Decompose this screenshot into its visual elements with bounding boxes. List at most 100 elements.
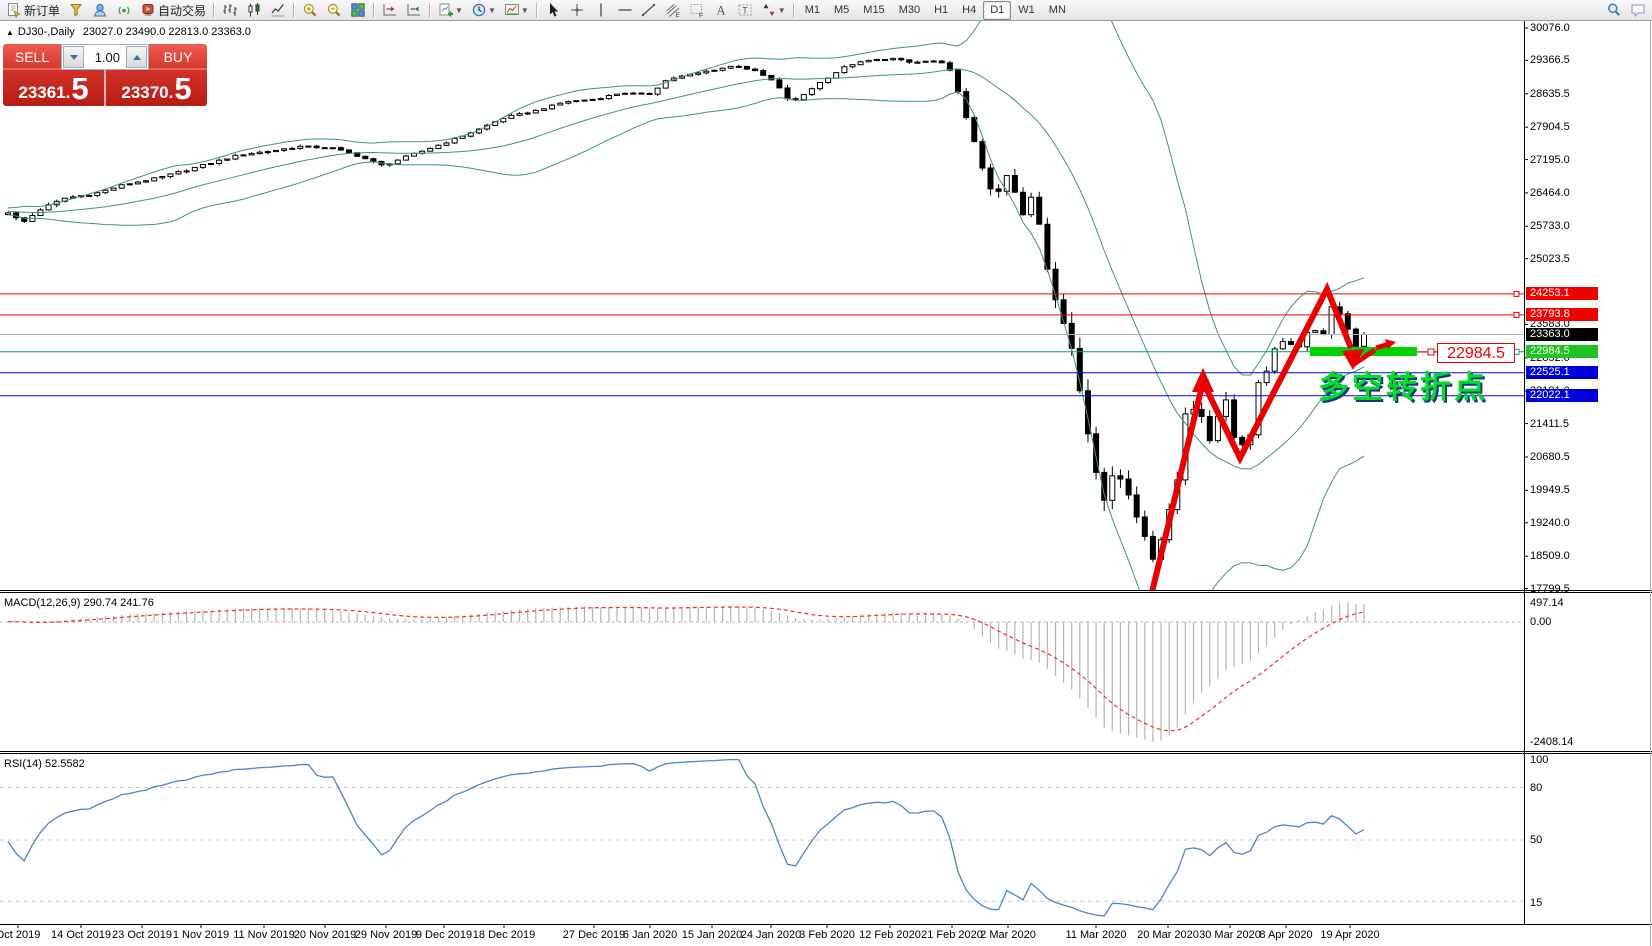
toolbar: 新订单 自动交易 ▼ ▼ ▼ E F A T ▼ M1 M5 M15 M30 H1 H4 D1 W1 MN xyxy=(0,0,1652,21)
price-level-label-red: 24253.1 xyxy=(1526,287,1598,301)
buy-price[interactable]: 23370. 5 xyxy=(106,70,207,106)
toolbar-separator xyxy=(373,2,376,18)
text-button[interactable]: A xyxy=(709,0,733,21)
arrow-right-icon xyxy=(1385,339,1396,349)
vertical-line-button[interactable] xyxy=(589,0,613,21)
text-label-icon: T xyxy=(738,4,752,16)
chart-autoscroll-button[interactable] xyxy=(402,0,426,21)
search-button[interactable] xyxy=(1602,0,1626,21)
candle-chart-button[interactable] xyxy=(242,0,266,21)
chart-shift-icon xyxy=(383,4,397,16)
new-order-button[interactable]: 新订单 xyxy=(2,0,64,21)
price-axis-tick: 28635.5 xyxy=(1530,87,1570,100)
date-axis-label: 1 Nov 2019 xyxy=(172,929,230,941)
arrow-up-icon xyxy=(1192,368,1214,392)
chevron-down-icon xyxy=(69,54,78,60)
tab-timeframe-MN[interactable]: MN xyxy=(1048,3,1066,16)
vertical-line-icon xyxy=(600,3,602,17)
zoom-in-button[interactable] xyxy=(298,0,322,21)
svg-text:T: T xyxy=(742,6,748,16)
macd-axis-label: 0.00 xyxy=(1530,616,1552,628)
funnel-button[interactable] xyxy=(64,0,88,21)
sell-price-main: 23361 xyxy=(18,83,66,102)
price-axis-tick: 19949.5 xyxy=(1530,484,1570,497)
chart-shift-button[interactable] xyxy=(378,0,402,21)
volume-decrease-button[interactable] xyxy=(63,46,84,68)
new-order-label: 新订单 xyxy=(24,3,61,18)
volume-increase-button[interactable] xyxy=(126,46,147,68)
zoom-in-icon xyxy=(303,3,317,17)
bars-chart-button[interactable] xyxy=(218,0,242,21)
chat-button[interactable] xyxy=(1626,0,1650,21)
volume-value[interactable]: 1.00 xyxy=(94,49,120,65)
cursor-button[interactable] xyxy=(541,0,565,21)
sell-price[interactable]: 23361. 5 xyxy=(3,70,104,106)
equidistant-grid-button[interactable]: F xyxy=(685,0,709,21)
tab-timeframe-M30[interactable]: M30 xyxy=(898,3,921,16)
macd-axis-label: 497.14 xyxy=(1530,597,1564,609)
periods-button[interactable]: ▼ xyxy=(467,0,500,21)
signal-button[interactable] xyxy=(112,0,136,21)
volume-stepper[interactable]: 1.00 xyxy=(61,44,149,70)
date-axis-label: 14 Oct 2019 xyxy=(51,929,111,941)
autotrade-button[interactable]: 自动交易 xyxy=(136,0,210,21)
tab-timeframe-W1[interactable]: W1 xyxy=(1018,3,1035,16)
community-icon xyxy=(94,3,107,17)
community-button[interactable] xyxy=(88,0,112,21)
tab-timeframe-D1[interactable]: D1 xyxy=(983,0,1012,20)
collapse-trade-panel-icon[interactable]: ▲ xyxy=(6,28,14,37)
signal-icon xyxy=(118,6,130,15)
date-axis-label: 20 Nov 2019 xyxy=(293,929,357,941)
date-axis-label: 29 Nov 2019 xyxy=(354,929,418,941)
horizontal-line-button[interactable] xyxy=(613,0,637,21)
trend-line-button[interactable] xyxy=(637,0,661,21)
support-zone-band xyxy=(1310,347,1417,356)
sell-button[interactable]: SELL xyxy=(3,44,61,70)
price-axis-tick: 18509.0 xyxy=(1530,550,1570,563)
bollinger-middle xyxy=(7,68,1365,470)
date-axis-label: Oct 2019 xyxy=(0,929,41,941)
zoom-out-button[interactable] xyxy=(322,0,346,21)
equidistant-grid-icon: F xyxy=(690,4,703,18)
text-label-button[interactable]: T xyxy=(733,0,757,21)
chevron-down-icon: ▼ xyxy=(520,5,529,15)
tile-windows-icon xyxy=(351,3,365,17)
macd-indicator-label: MACD(12,26,9) 290.74 241.76 xyxy=(4,597,154,609)
date-axis-label: 18 Dec 2019 xyxy=(472,929,536,941)
date-axis-label: 9 Dec 2019 xyxy=(415,929,473,941)
candle-chart-icon xyxy=(248,3,260,17)
tab-timeframe-M15[interactable]: M15 xyxy=(863,3,885,16)
price-axis-tick: 25733.0 xyxy=(1530,220,1570,233)
price-callout[interactable]: 22984.5 xyxy=(1437,343,1515,363)
tab-timeframe-M1[interactable]: M1 xyxy=(804,3,820,16)
tab-timeframe-H4[interactable]: H4 xyxy=(962,3,977,16)
line-chart-button[interactable] xyxy=(266,0,290,21)
date-axis-label: 23 Oct 2019 xyxy=(112,929,172,941)
tab-timeframe-H1[interactable]: H1 xyxy=(934,3,949,16)
fibonacci-button[interactable]: E xyxy=(661,0,685,21)
tile-windows-button[interactable] xyxy=(346,0,370,21)
templates-icon xyxy=(504,4,519,15)
crosshair-button[interactable] xyxy=(565,0,589,21)
price-axis-tick: 26464.0 xyxy=(1530,186,1570,199)
cn-annotation[interactable]: 多空转折点 xyxy=(1318,370,1488,405)
sell-price-dot: . xyxy=(65,83,71,102)
buy-button[interactable]: BUY xyxy=(149,44,207,70)
price-axis-tick: 17799.5 xyxy=(1530,582,1570,595)
arrows-button[interactable]: ▼ xyxy=(757,0,790,21)
chevron-up-icon xyxy=(132,54,141,60)
new-chart-button[interactable]: ▼ xyxy=(434,0,467,21)
toolbar-separator xyxy=(429,2,432,18)
rsi-line xyxy=(7,758,1365,917)
macd-axis-label: -2408.14 xyxy=(1530,736,1574,748)
trend-zigzag xyxy=(1149,281,1354,590)
macd-histogram xyxy=(7,602,1365,742)
tab-timeframe-M5[interactable]: M5 xyxy=(834,3,850,16)
chat-icon xyxy=(1631,4,1645,18)
templates-button[interactable]: ▼ xyxy=(500,0,533,21)
buy-price-dot: . xyxy=(168,83,174,102)
date-axis-label: 12 Feb 2020 xyxy=(859,929,921,941)
price-axis-tick: 19240.0 xyxy=(1530,516,1570,529)
date-axis-label: 27 Dec 2019 xyxy=(562,929,626,941)
